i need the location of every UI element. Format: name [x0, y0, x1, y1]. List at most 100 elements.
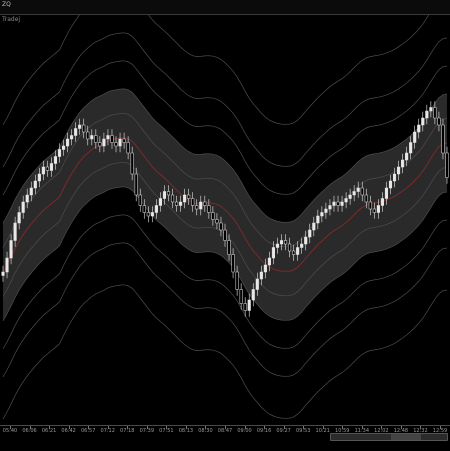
time-tick-label: 07:39	[139, 428, 155, 434]
candle	[90, 129, 94, 146]
candle	[61, 139, 66, 156]
candle	[118, 132, 122, 153]
time-tick-label: 12:59	[432, 428, 448, 434]
time-tick-label: 12:02	[374, 428, 389, 434]
candle	[308, 223, 312, 244]
candle	[17, 206, 21, 230]
time-tick-mark	[107, 426, 109, 429]
candle	[336, 195, 340, 212]
candle	[227, 234, 231, 261]
candle	[271, 241, 275, 265]
time-tick-label: 08:13	[178, 428, 194, 434]
time-tick-label: 08:30	[198, 428, 213, 434]
candle	[94, 129, 98, 149]
candle	[300, 237, 304, 254]
candle	[25, 188, 29, 209]
candle	[13, 216, 17, 247]
time-tick-label: 06:06	[22, 428, 37, 434]
candle	[211, 206, 215, 226]
time-tick-label: 06:42	[61, 428, 76, 434]
candle	[106, 129, 110, 146]
candle	[332, 195, 336, 212]
candle	[288, 237, 292, 258]
candle	[126, 136, 130, 160]
time-tick-mark	[420, 426, 422, 429]
envelope-line-3	[2, 186, 448, 322]
candle	[275, 237, 280, 254]
time-tick-label: 09:27	[276, 428, 291, 434]
candle	[405, 146, 409, 167]
candle	[384, 181, 389, 205]
candle	[1, 265, 5, 282]
time-tick-label: 11:34	[354, 428, 370, 434]
candle	[70, 129, 74, 146]
time-tick-mark	[166, 426, 168, 429]
candle	[255, 272, 259, 296]
candle	[21, 195, 25, 219]
time-tick-label: 07:51	[159, 428, 174, 434]
envelope-line-1	[2, 242, 448, 378]
candle	[179, 195, 183, 212]
candle	[279, 234, 284, 251]
candle	[417, 118, 421, 139]
symbol-label: ZQ	[2, 1, 11, 8]
candle	[122, 132, 126, 149]
candle	[320, 206, 324, 223]
time-tick-mark	[225, 426, 226, 429]
candle	[235, 265, 239, 296]
candle	[356, 181, 360, 198]
candle	[433, 101, 437, 125]
envelope-line-2	[2, 214, 448, 350]
candle	[388, 174, 393, 195]
candle	[352, 185, 356, 202]
time-tick-mark	[440, 426, 441, 429]
time-tick-mark	[264, 426, 266, 429]
time-tick-mark	[29, 426, 31, 429]
chart-subtitle: Tradej	[2, 16, 21, 23]
candle	[170, 188, 175, 209]
envelope-line-6	[2, 88, 448, 224]
candle	[243, 297, 247, 317]
envelope-line-7	[2, 60, 448, 196]
time-tick-label: 06:21	[41, 428, 57, 434]
candle	[364, 188, 368, 209]
candle	[441, 118, 445, 160]
candle	[296, 241, 300, 261]
price-chart[interactable]	[0, 15, 450, 435]
moving-average-line	[2, 137, 448, 273]
candle	[130, 146, 134, 181]
candle	[312, 216, 316, 237]
candle	[392, 167, 397, 188]
candle	[409, 136, 413, 160]
candle	[114, 136, 118, 153]
candle	[9, 234, 13, 265]
candle	[348, 188, 352, 205]
candle	[41, 160, 45, 181]
candle	[263, 258, 267, 279]
candle	[223, 223, 227, 247]
time-tick-mark	[303, 426, 305, 429]
candle	[380, 192, 384, 212]
candle	[207, 199, 211, 219]
time-tick-label: 10:59	[335, 428, 350, 434]
candlestick-series	[1, 101, 449, 317]
time-tick-mark	[88, 426, 90, 429]
time-tick-mark	[322, 426, 324, 429]
candle	[340, 195, 344, 212]
candle	[5, 251, 9, 279]
candle	[219, 216, 223, 237]
candle	[86, 125, 90, 146]
time-tick-label: 09:00	[237, 428, 252, 434]
candle	[102, 132, 106, 153]
candle	[304, 230, 308, 251]
candle	[397, 160, 401, 181]
candle	[316, 209, 320, 230]
candle	[292, 244, 296, 261]
candle	[401, 153, 405, 174]
candle	[150, 206, 154, 223]
time-tick-label: 07:12	[100, 428, 115, 434]
candle	[183, 188, 187, 209]
candle	[53, 150, 58, 170]
chart-scrollbar[interactable]	[330, 433, 448, 441]
scrollbar-thumb[interactable]	[391, 434, 421, 440]
